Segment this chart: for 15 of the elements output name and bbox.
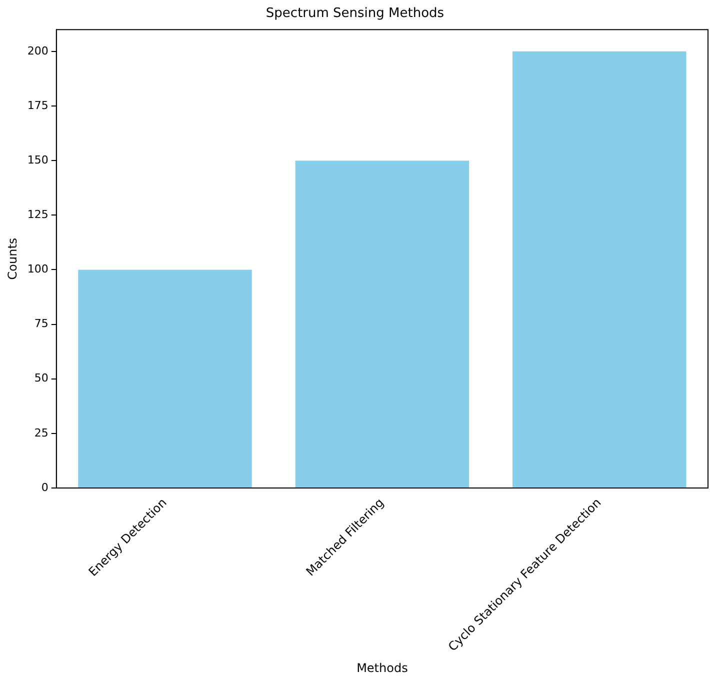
y-axis-title: Counts (5, 238, 20, 280)
y-tick-label: 50 (34, 372, 48, 385)
y-tick-label: 0 (41, 480, 48, 494)
bar (78, 270, 252, 488)
y-tick-label: 75 (34, 317, 48, 330)
x-axis-title: Methods (356, 660, 408, 675)
bar (512, 51, 686, 488)
y-tick-label: 25 (34, 426, 48, 440)
y-tick-label: 100 (27, 262, 48, 276)
y-tick-label: 200 (27, 44, 48, 58)
chart-title: Spectrum Sensing Methods (266, 6, 444, 22)
bar (295, 160, 470, 488)
y-tick-label: 175 (27, 98, 48, 112)
y-tick-label: 150 (27, 153, 48, 166)
y-tick-label: 125 (27, 208, 48, 222)
